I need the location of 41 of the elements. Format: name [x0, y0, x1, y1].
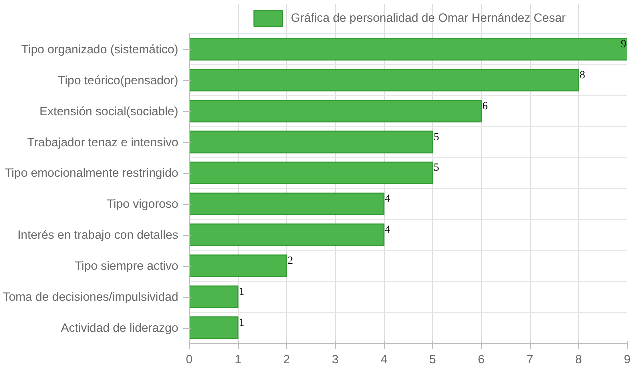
bar	[190, 286, 239, 308]
data-label: 8	[580, 69, 586, 82]
y-tick-label: Actividad de liderazgo	[61, 321, 179, 336]
data-label: 4	[385, 193, 392, 206]
y-tick-label: Extensión social(sociable)	[40, 104, 179, 118]
bar	[190, 130, 434, 154]
bar	[190, 316, 239, 340]
x-tick-label: 5	[429, 352, 436, 366]
x-tick-label: 3	[332, 352, 340, 366]
x-tick-label: 8	[575, 352, 582, 366]
data-label: 9	[621, 38, 627, 50]
x-tick-label: 2	[283, 352, 290, 366]
bar	[190, 162, 434, 185]
x-tick-label: 0	[186, 352, 194, 366]
data-label: 2	[288, 255, 294, 268]
bar	[190, 100, 482, 123]
bar	[190, 69, 580, 92]
y-tick-label: Tipo organizado (sistemático)	[22, 42, 179, 56]
y-tick-label: Interés en trabajo con detalles	[18, 228, 179, 242]
bar	[190, 38, 628, 61]
x-tick-label: 4	[380, 352, 388, 366]
data-label: 1	[239, 286, 245, 298]
bar	[190, 224, 385, 246]
data-label: 4	[385, 224, 392, 236]
y-tick-label: Tipo emocionalmente restringido	[4, 166, 179, 180]
x-tick-label: 1	[234, 352, 242, 366]
legend-label: Gráfica de personalidad de Omar Hernández Cesar	[291, 11, 566, 25]
data-label: 6	[482, 100, 488, 112]
y-tick-label: Tipo siempre activo	[74, 259, 179, 274]
y-tick-label: Toma de decisiones/impulsividad	[3, 290, 179, 304]
bar	[190, 254, 288, 278]
data-label: 1	[239, 317, 245, 330]
x-tick-label: 7	[526, 352, 534, 366]
y-tick-label: Tipo vigoroso	[106, 197, 179, 212]
data-label: 5	[434, 131, 440, 144]
bar	[190, 192, 385, 216]
y-tick-label: Tipo teórico(pensador)	[58, 73, 179, 88]
x-tick-label: 9	[624, 352, 632, 366]
data-label: 5	[434, 162, 440, 174]
x-tick-label: 6	[478, 352, 486, 366]
y-tick-label: Trabajador tenaz e intensivo	[28, 135, 179, 150]
